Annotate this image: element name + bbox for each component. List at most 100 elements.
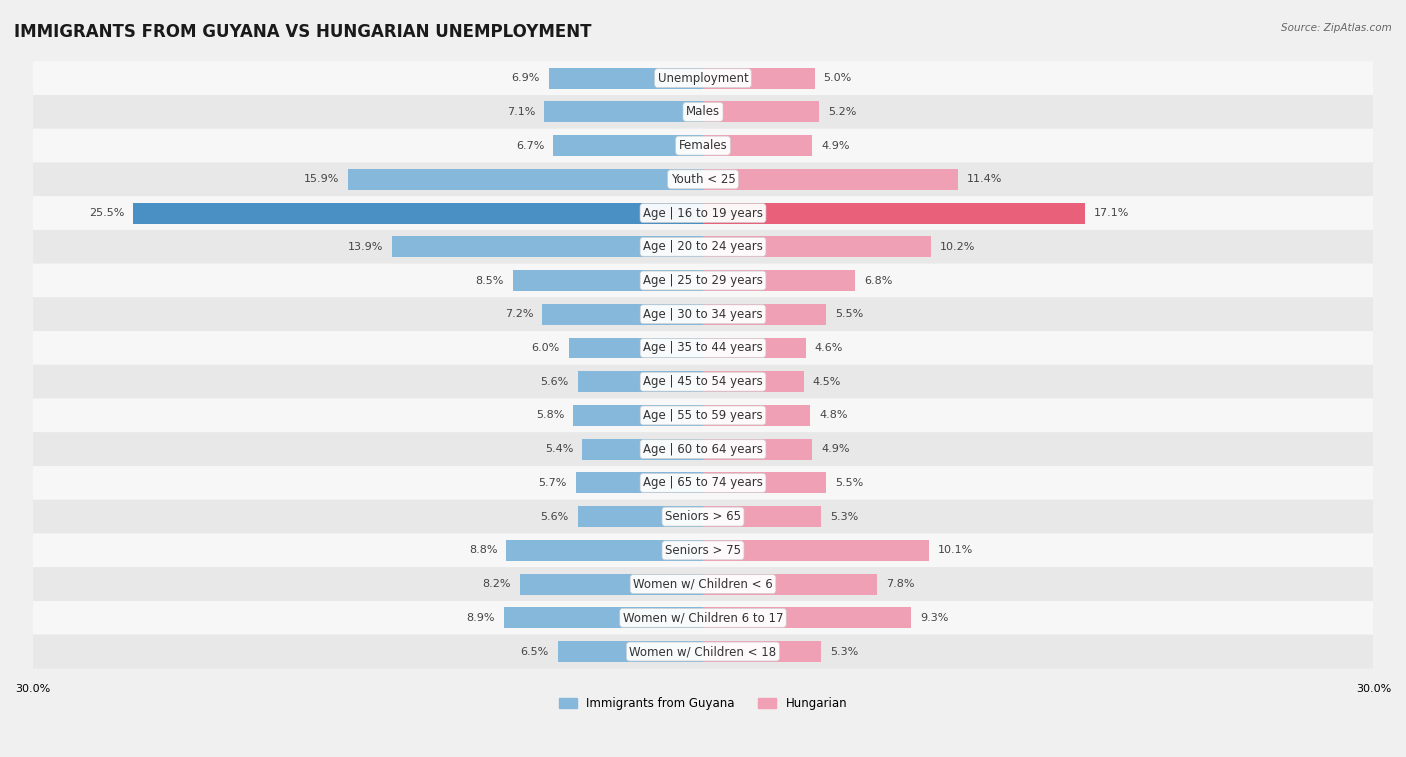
FancyBboxPatch shape [20, 263, 1386, 298]
Text: 5.7%: 5.7% [538, 478, 567, 488]
Text: 4.8%: 4.8% [820, 410, 848, 420]
FancyBboxPatch shape [20, 634, 1386, 668]
Text: 5.5%: 5.5% [835, 310, 863, 319]
Text: Females: Females [679, 139, 727, 152]
Bar [703, 506, 821, 527]
Text: 6.9%: 6.9% [512, 73, 540, 83]
Bar [347, 169, 703, 190]
FancyBboxPatch shape [20, 230, 1386, 263]
Text: 5.3%: 5.3% [831, 512, 859, 522]
Bar [703, 405, 810, 426]
FancyBboxPatch shape [20, 399, 1386, 432]
Text: 5.0%: 5.0% [824, 73, 852, 83]
Text: Women w/ Children 6 to 17: Women w/ Children 6 to 17 [623, 612, 783, 625]
Bar [505, 607, 703, 628]
Text: 6.0%: 6.0% [531, 343, 560, 353]
Text: Age | 45 to 54 years: Age | 45 to 54 years [643, 375, 763, 388]
FancyBboxPatch shape [20, 61, 1386, 95]
FancyBboxPatch shape [20, 466, 1386, 500]
Bar [575, 472, 703, 494]
FancyBboxPatch shape [20, 298, 1386, 331]
Bar [703, 304, 825, 325]
Text: 6.7%: 6.7% [516, 141, 544, 151]
FancyBboxPatch shape [20, 129, 1386, 163]
FancyBboxPatch shape [20, 95, 1386, 129]
Bar [520, 574, 703, 594]
Bar [703, 338, 806, 358]
Text: 5.5%: 5.5% [835, 478, 863, 488]
Text: Age | 55 to 59 years: Age | 55 to 59 years [643, 409, 763, 422]
Text: 10.2%: 10.2% [939, 241, 976, 252]
Text: Youth < 25: Youth < 25 [671, 173, 735, 185]
Text: 25.5%: 25.5% [89, 208, 124, 218]
Text: 5.2%: 5.2% [828, 107, 856, 117]
Bar [513, 270, 703, 291]
Text: Age | 16 to 19 years: Age | 16 to 19 years [643, 207, 763, 220]
Legend: Immigrants from Guyana, Hungarian: Immigrants from Guyana, Hungarian [554, 692, 852, 715]
Text: Seniors > 75: Seniors > 75 [665, 544, 741, 557]
Bar [578, 506, 703, 527]
Text: 5.4%: 5.4% [546, 444, 574, 454]
FancyBboxPatch shape [20, 567, 1386, 601]
Text: 9.3%: 9.3% [920, 613, 948, 623]
Text: Seniors > 65: Seniors > 65 [665, 510, 741, 523]
Bar [703, 101, 820, 123]
Bar [544, 101, 703, 123]
Text: Age | 30 to 34 years: Age | 30 to 34 years [643, 308, 763, 321]
Bar [703, 472, 825, 494]
Text: Age | 60 to 64 years: Age | 60 to 64 years [643, 443, 763, 456]
Bar [506, 540, 703, 561]
Text: 7.2%: 7.2% [505, 310, 533, 319]
Bar [582, 439, 703, 459]
Bar [703, 641, 821, 662]
FancyBboxPatch shape [20, 163, 1386, 196]
Text: 13.9%: 13.9% [349, 241, 384, 252]
Text: 8.8%: 8.8% [470, 545, 498, 556]
Text: 7.8%: 7.8% [886, 579, 915, 589]
Text: Males: Males [686, 105, 720, 118]
Bar [392, 236, 703, 257]
Text: 15.9%: 15.9% [304, 174, 339, 185]
Bar [554, 136, 703, 156]
Text: Age | 25 to 29 years: Age | 25 to 29 years [643, 274, 763, 287]
FancyBboxPatch shape [20, 601, 1386, 634]
Text: 5.8%: 5.8% [536, 410, 564, 420]
Text: 4.5%: 4.5% [813, 377, 841, 387]
Text: 11.4%: 11.4% [967, 174, 1002, 185]
Text: 5.3%: 5.3% [831, 646, 859, 656]
Text: 6.5%: 6.5% [520, 646, 548, 656]
Bar [548, 67, 703, 89]
Bar [543, 304, 703, 325]
Bar [703, 371, 804, 392]
Bar [134, 203, 703, 223]
FancyBboxPatch shape [20, 196, 1386, 230]
Bar [703, 169, 957, 190]
Bar [703, 439, 813, 459]
Text: 4.9%: 4.9% [821, 141, 851, 151]
FancyBboxPatch shape [20, 432, 1386, 466]
Text: IMMIGRANTS FROM GUYANA VS HUNGARIAN UNEMPLOYMENT: IMMIGRANTS FROM GUYANA VS HUNGARIAN UNEM… [14, 23, 592, 41]
Text: Age | 20 to 24 years: Age | 20 to 24 years [643, 240, 763, 254]
Text: 6.8%: 6.8% [863, 276, 893, 285]
Text: Age | 65 to 74 years: Age | 65 to 74 years [643, 476, 763, 489]
Bar [703, 540, 929, 561]
Text: Unemployment: Unemployment [658, 72, 748, 85]
Text: 8.5%: 8.5% [475, 276, 505, 285]
Text: Women w/ Children < 18: Women w/ Children < 18 [630, 645, 776, 658]
Text: Age | 35 to 44 years: Age | 35 to 44 years [643, 341, 763, 354]
Bar [578, 371, 703, 392]
Text: 5.6%: 5.6% [541, 377, 569, 387]
Text: 8.9%: 8.9% [467, 613, 495, 623]
FancyBboxPatch shape [20, 331, 1386, 365]
Text: 17.1%: 17.1% [1094, 208, 1129, 218]
Text: 5.6%: 5.6% [541, 512, 569, 522]
Bar [703, 607, 911, 628]
Text: Women w/ Children < 6: Women w/ Children < 6 [633, 578, 773, 590]
Bar [558, 641, 703, 662]
Bar [569, 338, 703, 358]
Bar [703, 67, 814, 89]
Bar [703, 203, 1085, 223]
Bar [703, 136, 813, 156]
FancyBboxPatch shape [20, 500, 1386, 534]
Text: 7.1%: 7.1% [508, 107, 536, 117]
